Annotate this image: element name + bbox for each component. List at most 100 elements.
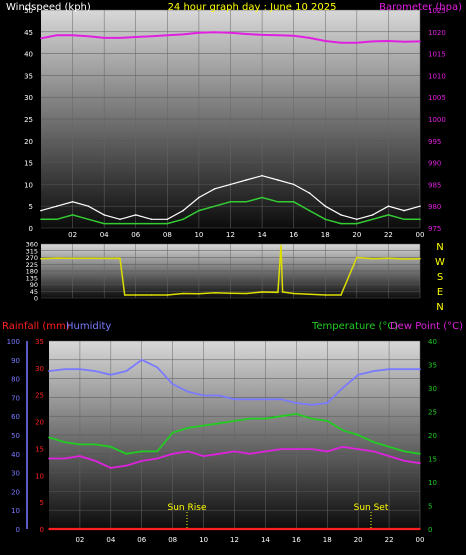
wind-average-line-point xyxy=(277,201,279,203)
wind-average-line-point xyxy=(292,201,295,203)
wind-direction-line-point xyxy=(213,292,216,294)
wind-direction-line-point xyxy=(261,291,263,293)
rainfall-line-point xyxy=(264,528,267,530)
rainfall-line-point xyxy=(233,528,236,530)
temperature-tick-label: 25 xyxy=(428,409,437,417)
compass-labels: N W S E N xyxy=(435,242,445,313)
wind-tick-label: 50 xyxy=(24,7,33,15)
humidity-line-point xyxy=(141,359,143,361)
temp-x-tick-label: 08 xyxy=(168,536,177,544)
humidity-tick-label: 0 xyxy=(16,526,20,534)
rainfall-tick-label: 30 xyxy=(35,365,44,373)
windspeed-line-point xyxy=(182,209,184,212)
humidity-line-point xyxy=(280,398,282,401)
compass-w: W xyxy=(435,257,445,268)
wind-average-line-point xyxy=(245,201,248,203)
wind-direction-line-point xyxy=(387,257,390,260)
dew-point-line-point xyxy=(218,453,220,455)
dew-point-line-point xyxy=(403,460,406,462)
humidity-tick-label: 70 xyxy=(11,394,20,402)
barometer-tick-label: 1010 xyxy=(428,72,446,80)
windspeed-line-point xyxy=(292,183,295,186)
barometer-tick-label: 985 xyxy=(428,181,441,189)
temperature-line-point xyxy=(48,436,50,439)
temp-series xyxy=(48,358,421,531)
direction-tick-label: 90 xyxy=(30,281,38,289)
wind-direction-line-point xyxy=(103,257,105,260)
humidity-line-point xyxy=(156,366,158,369)
humidity-line-point xyxy=(326,402,329,404)
wind-direction-line-point xyxy=(277,291,279,294)
compass-n-bottom: N xyxy=(436,302,443,313)
barometer-line-point xyxy=(87,35,90,37)
humidity-tick-label: 100 xyxy=(7,338,20,346)
wind-direction-line-point xyxy=(150,294,153,296)
rainfall-line-point xyxy=(388,528,390,530)
direction-series xyxy=(40,244,421,296)
windspeed-line-point xyxy=(324,205,327,207)
humidity-line-point xyxy=(110,374,112,376)
wind-direction-line-point xyxy=(308,293,311,296)
rainfall-tick-label: 20 xyxy=(35,419,44,427)
wind-x-tick-label: 22 xyxy=(384,231,393,239)
rainfall-line-point xyxy=(187,528,189,530)
temperature-line-point xyxy=(187,427,189,429)
dew-point-line-point xyxy=(171,453,174,455)
wind-direction-line-point xyxy=(87,257,90,260)
windspeed-line-point xyxy=(356,218,358,221)
rainfall-line-point xyxy=(403,528,406,530)
rainfall-line-point xyxy=(419,528,421,530)
barometer-line-point xyxy=(166,34,169,37)
temp-x-tick-label: 04 xyxy=(106,536,115,544)
temperature-tick-label: 15 xyxy=(428,456,437,464)
wind-average-line-point xyxy=(119,222,121,225)
temperature-line-point xyxy=(63,441,66,443)
rainfall-tick-label: 25 xyxy=(35,392,44,400)
wind-x-tick-label: 10 xyxy=(194,231,203,239)
temperature-line-point xyxy=(141,450,143,453)
dew-point-line-point xyxy=(341,446,344,448)
compass-n-top: N xyxy=(436,242,443,253)
direction-tick-label: 225 xyxy=(26,261,38,269)
temp-x-tick-label: 20 xyxy=(354,536,363,544)
dew-point-line-point xyxy=(388,455,390,457)
wind-direction-line-point xyxy=(292,292,295,295)
wind-average-line-point xyxy=(182,218,184,221)
barometer-line-point xyxy=(150,35,153,37)
barometer-tick-label: 975 xyxy=(428,225,441,233)
barometer-line-point xyxy=(403,41,406,43)
temp-x-tick-label: 12 xyxy=(230,536,239,544)
wind-tick-label: 0 xyxy=(29,225,33,233)
humidity-line-point xyxy=(311,404,313,406)
temperature-line-point xyxy=(295,413,298,415)
wind-direction-line-point xyxy=(356,256,358,259)
rainfall-axis-label: Rainfall (mm) xyxy=(2,321,70,332)
rainfall-line-point xyxy=(326,528,329,530)
humidity-line-point xyxy=(357,374,360,376)
sunset-label: Sun Set xyxy=(354,503,389,513)
humidity-tick-label: 50 xyxy=(11,432,20,440)
temperature-line-point xyxy=(171,431,174,434)
wind-tick-label: 10 xyxy=(24,181,33,189)
wind-average-line-point xyxy=(229,201,232,203)
wind-tick-label: 25 xyxy=(24,116,33,124)
wind-direction-line-point xyxy=(371,257,374,260)
rainfall-line-point xyxy=(125,528,128,530)
dew-point-line-point xyxy=(311,448,313,450)
barometer-line-point xyxy=(245,33,248,35)
windspeed-line-point xyxy=(213,188,216,190)
barometer-line-point xyxy=(340,41,342,44)
temp-x-tick-label: 00 xyxy=(416,536,425,544)
humidity-line-point xyxy=(388,368,390,371)
barometer-tick-label: 990 xyxy=(428,160,441,168)
temp-x-tick-label: 16 xyxy=(292,536,301,544)
wind-direction-line-point xyxy=(280,244,282,247)
wind-direction-line-point xyxy=(324,294,327,296)
barometer-line-point xyxy=(198,31,200,34)
wind-average-line-point xyxy=(135,222,137,225)
compass-e: E xyxy=(437,287,443,298)
dew-point-line-point xyxy=(187,450,189,453)
dew-point-line-point xyxy=(125,464,128,467)
windspeed-line-point xyxy=(340,214,342,216)
